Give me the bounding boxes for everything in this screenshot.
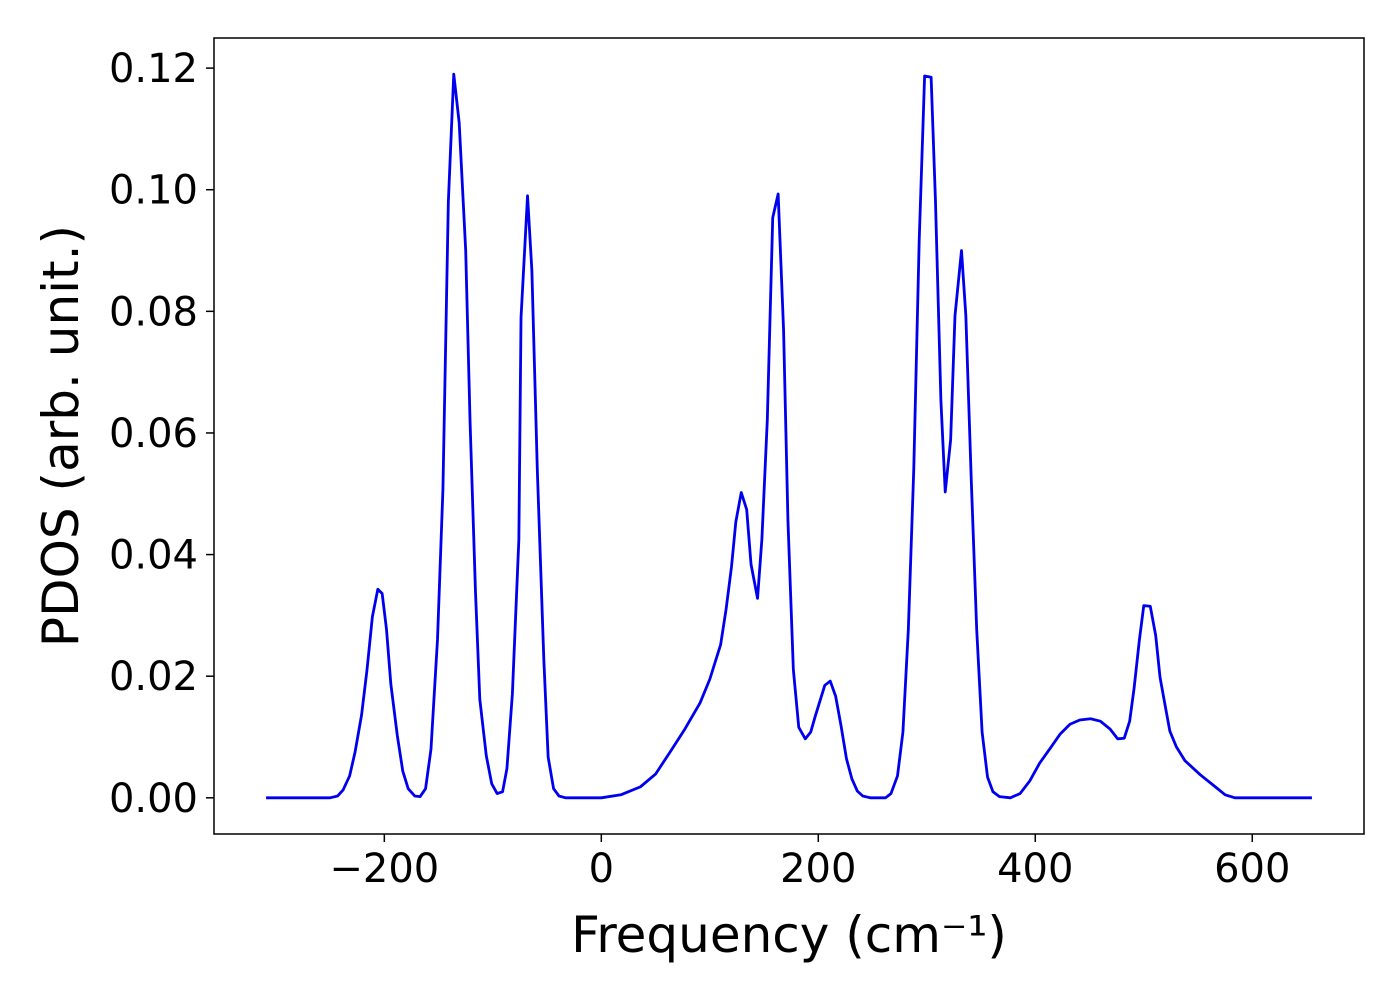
y-tick-label: 0.10 bbox=[109, 168, 198, 214]
x-tick-label: 200 bbox=[780, 846, 856, 892]
x-tick-label: 600 bbox=[1214, 846, 1290, 892]
x-axis-label: Frequency (cm⁻¹) bbox=[571, 906, 1007, 964]
y-tick-label: 0.00 bbox=[109, 776, 198, 822]
y-tick-label: 0.08 bbox=[109, 289, 198, 335]
y-tick-label: 0.06 bbox=[109, 411, 198, 457]
y-tick-label: 0.12 bbox=[109, 46, 198, 92]
x-tick-label: −200 bbox=[329, 846, 439, 892]
x-tick-label: 400 bbox=[997, 846, 1073, 892]
y-tick-label: 0.02 bbox=[109, 654, 198, 700]
y-tick-label: 0.04 bbox=[109, 533, 198, 579]
pdos-line bbox=[266, 72, 1312, 800]
x-tick-label: 0 bbox=[589, 846, 614, 892]
y-axis-label: PDOS (arb. unit.) bbox=[32, 225, 90, 647]
plot-frame bbox=[213, 37, 1365, 835]
